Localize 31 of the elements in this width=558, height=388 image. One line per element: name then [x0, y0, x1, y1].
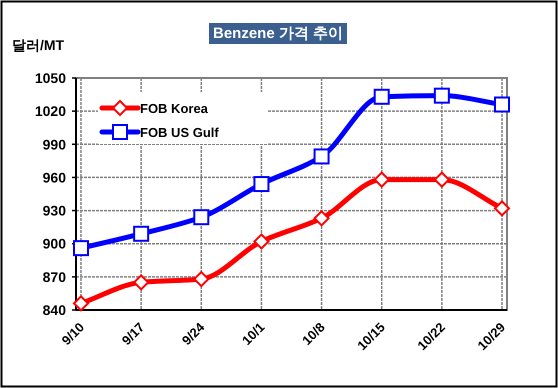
- x-tick-label: 10/1: [239, 320, 268, 348]
- legend-label: FOB Korea: [140, 101, 209, 116]
- point: [434, 172, 450, 188]
- y-tick-label: 960: [42, 169, 66, 186]
- y-tick-label: 870: [42, 268, 66, 285]
- x-tick-label: 9/24: [178, 318, 208, 348]
- point: [314, 210, 330, 226]
- point: [374, 88, 390, 105]
- point: [314, 148, 330, 164]
- y-tick-label: 840: [42, 302, 66, 318]
- point: [253, 234, 270, 250]
- chart-title: Benzene 가격 추이: [212, 25, 344, 42]
- point: [434, 88, 450, 104]
- point: [133, 226, 150, 242]
- y-tick-label: 990: [42, 136, 66, 152]
- point: [73, 240, 89, 256]
- legend-label: FOB US Gulf: [140, 125, 220, 140]
- point: [494, 96, 510, 113]
- point: [193, 271, 210, 288]
- x-tick-label: 9/10: [58, 320, 88, 348]
- y-tick-label: 900: [42, 236, 66, 252]
- point: [73, 295, 89, 312]
- point: [494, 200, 510, 216]
- y-axis-title: 달러/MT: [12, 37, 65, 53]
- point: [374, 172, 390, 188]
- y-tick-label: 930: [42, 202, 66, 219]
- y-tick-label: 1050: [34, 70, 66, 86]
- y-tick-label: 1020: [34, 103, 66, 120]
- point: [253, 176, 270, 192]
- point: [133, 274, 150, 290]
- point: [193, 209, 210, 226]
